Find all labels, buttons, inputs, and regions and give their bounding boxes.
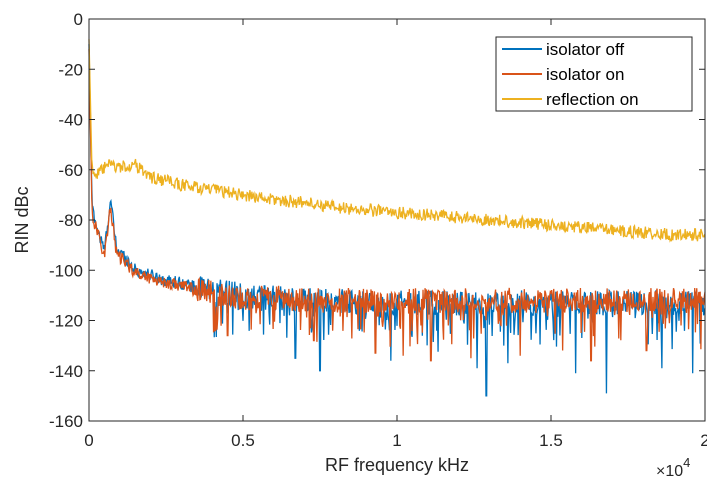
x-tick-label: 2 [700,431,707,450]
series-layer [88,39,706,397]
y-axis-title: RIN dBc [12,186,32,253]
x-tick-label: 0.5 [231,431,255,450]
x-axis-title: RF frequency kHz [325,455,469,475]
y-tick-label: -60 [58,161,83,180]
x-tick-label: 1.5 [539,431,563,450]
y-tick-label: -140 [49,362,83,381]
legend-label: isolator on [546,65,624,84]
y-tick-label: -20 [58,60,83,79]
legend-label: reflection on [546,90,639,109]
x-exponent-label: ×104 [656,455,690,480]
series-line-isolator-on [88,49,706,362]
y-tick-label: -160 [49,412,83,431]
y-tick-label: -120 [49,312,83,331]
legend: isolator off isolator on reflection on [495,36,693,112]
series-line-reflection-on [88,39,706,243]
y-tick-label: 0 [74,10,83,29]
y-tick-label: -100 [49,261,83,280]
tick-layer: 0 0.5 1 1.5 2 0 -20 -40 -60 -80 -100 -120 -140 -160 [49,10,707,450]
x-tick-label: 1 [392,431,401,450]
y-tick-label: -40 [58,111,83,130]
y-tick-label: -80 [58,211,83,230]
legend-label: isolator off [546,40,624,59]
x-tick-label: 0 [84,431,93,450]
